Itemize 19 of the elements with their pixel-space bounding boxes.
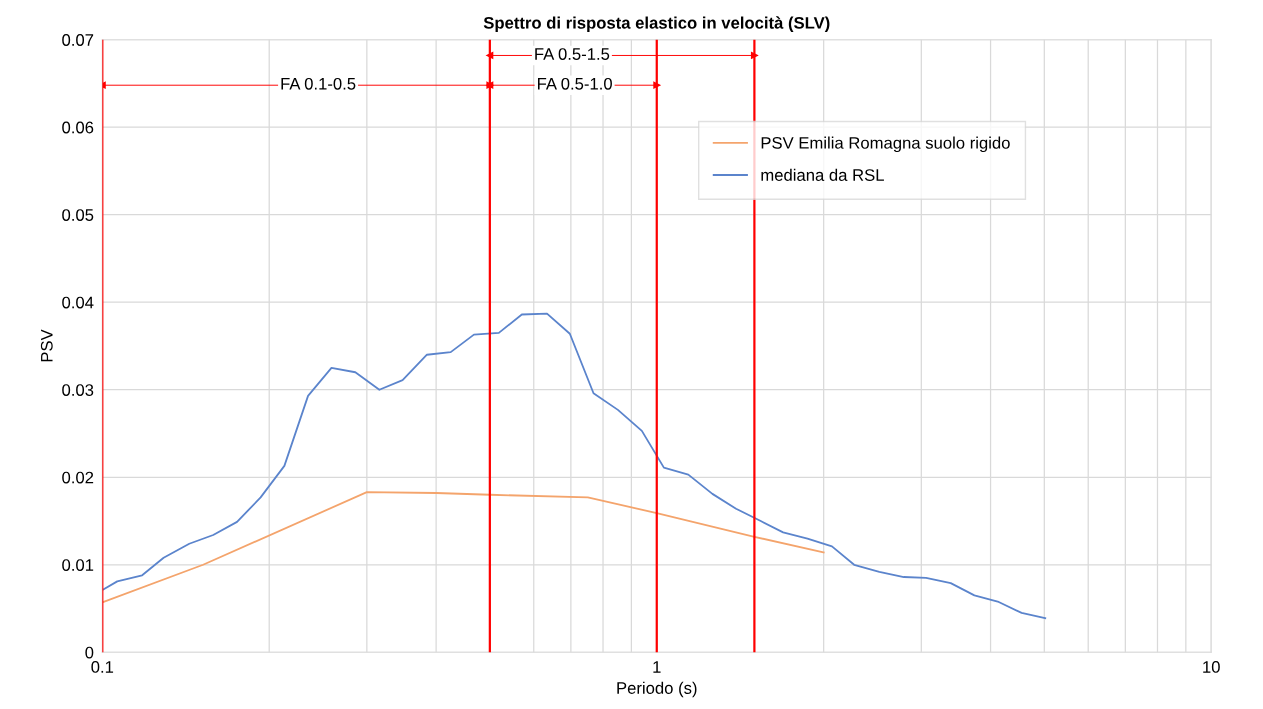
y-tick-label: 0.07 bbox=[62, 34, 94, 46]
x-tick-label: 10 bbox=[1203, 661, 1220, 673]
x-tick-label: 1 bbox=[653, 661, 661, 673]
annotation: FA 0.5-1.5 bbox=[535, 48, 610, 60]
y-tick-label: 0.02 bbox=[62, 471, 94, 484]
annotation: FA 0.5-1.0 bbox=[538, 77, 612, 90]
legend-label: mediana da RSL bbox=[761, 168, 884, 181]
x-axis-title: Periodo (s) bbox=[617, 681, 697, 698]
y-axis-title: PSV bbox=[40, 329, 53, 362]
x-tick-label: 0.1 bbox=[91, 661, 114, 673]
y-tick-label: 0.04 bbox=[62, 296, 94, 309]
legend-label: PSV Emilia Romagna suolo rigido bbox=[761, 136, 1010, 153]
y-tick-label: 0 bbox=[85, 646, 94, 659]
y-tick-label: 0.05 bbox=[62, 209, 94, 221]
chart-title: Spettro di risposta elastico in velocità (SLV) bbox=[483, 16, 830, 33]
y-tick-label: 0.01 bbox=[62, 559, 94, 571]
y-tick-label: 0.06 bbox=[62, 121, 94, 134]
y-tick-label: 0.03 bbox=[62, 384, 94, 396]
annotation: FA 0.1-0.5 bbox=[281, 77, 356, 90]
